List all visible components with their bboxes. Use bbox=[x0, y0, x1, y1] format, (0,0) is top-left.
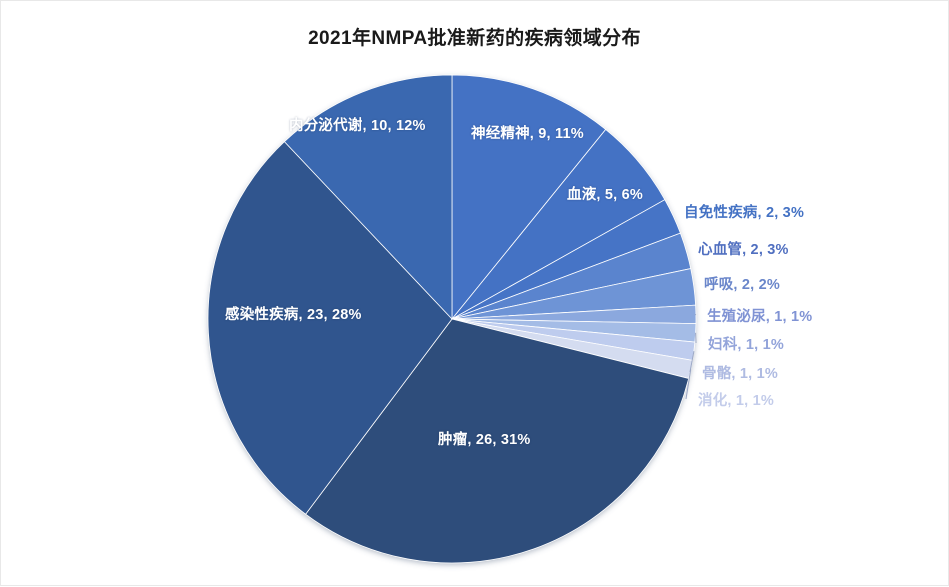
label-leader-line bbox=[695, 314, 696, 315]
